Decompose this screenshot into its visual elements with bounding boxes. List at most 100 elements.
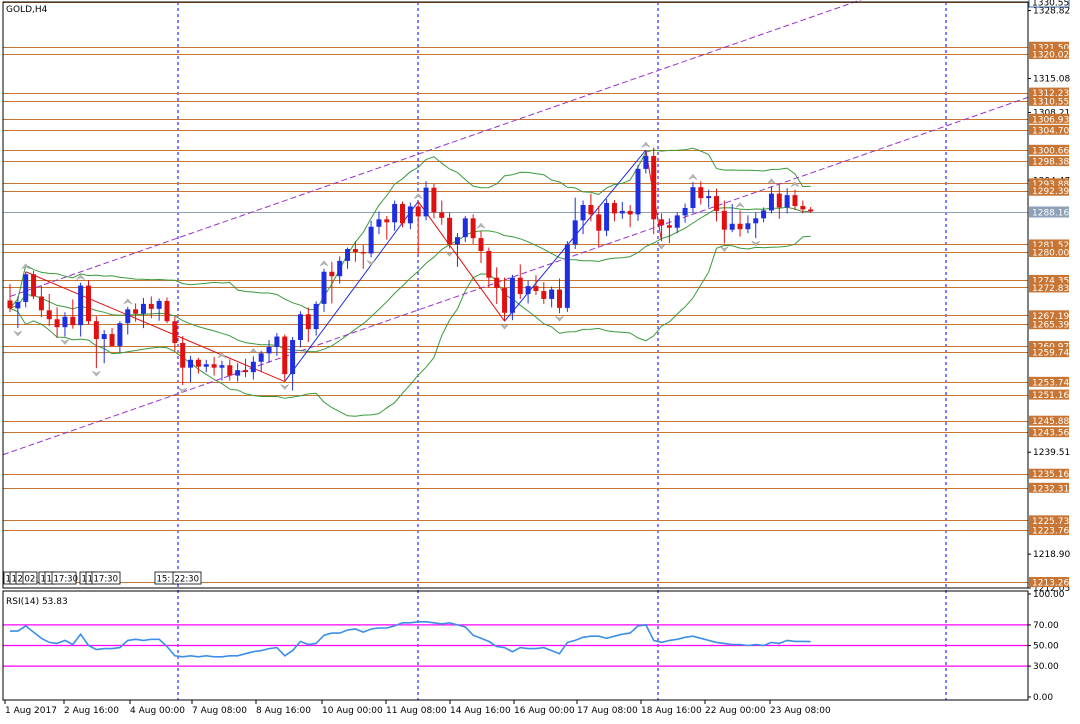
candle-body	[23, 274, 29, 302]
time-markers: 1 1 2 02: 1 1 17:30 1 1 17:30 15: 22:30	[3, 571, 202, 585]
candle	[423, 181, 429, 221]
rsi-tick-label: 0.00	[1033, 693, 1053, 703]
price-tick-label: 1212.05	[1033, 584, 1070, 594]
day-separators	[177, 2, 947, 700]
level-label-box	[1029, 310, 1069, 321]
candle-body	[376, 219, 382, 227]
level-price-label: 1265.39	[1029, 319, 1069, 331]
candle-body	[478, 238, 484, 251]
candle	[486, 247, 492, 288]
level-label-box	[1029, 482, 1069, 493]
candle-body	[117, 323, 123, 346]
candle	[313, 301, 319, 336]
candle	[525, 280, 531, 304]
level-label-text: 1292.39	[1032, 187, 1069, 197]
candle-body	[219, 365, 225, 368]
fractal-up-marker	[76, 274, 85, 280]
candle-body	[211, 364, 217, 368]
level-price-label: 1293.88	[1029, 178, 1069, 190]
candle-body	[423, 187, 429, 217]
candle	[439, 200, 445, 225]
candle	[580, 200, 586, 235]
candle	[250, 356, 256, 380]
candle	[321, 268, 327, 312]
candle-body	[337, 260, 343, 277]
candle-body	[761, 210, 767, 219]
level-label-text: 1235.16	[1032, 470, 1069, 480]
candle	[133, 303, 139, 322]
candle-body	[659, 219, 665, 226]
level-label-box	[1029, 376, 1069, 387]
zigzag-segment	[417, 201, 505, 322]
time-marker-box	[22, 571, 38, 585]
candle	[78, 282, 84, 337]
zigzag-segment	[284, 201, 419, 382]
level-label-text: 1281.52	[1032, 241, 1069, 251]
time-tick-label: 22 Aug 00:00	[705, 706, 766, 716]
candle	[509, 274, 515, 321]
time-marker: 15:	[154, 571, 176, 585]
level-label-text: 1243.56	[1032, 429, 1069, 439]
candle	[768, 186, 774, 214]
candle	[706, 189, 712, 208]
candle-body	[753, 218, 759, 224]
time-marker-text: 02:	[25, 575, 39, 585]
candle-body	[148, 303, 154, 309]
candle-body	[690, 187, 696, 208]
rsi-line	[10, 620, 811, 658]
level-price-label: 1292.39	[1029, 185, 1069, 197]
chart-title: GOLD,H4	[6, 5, 48, 15]
level-price-label: 1274.35	[1029, 274, 1069, 286]
candle-body	[729, 223, 735, 230]
candle-body	[768, 193, 774, 211]
time-marker: 02:	[22, 571, 39, 585]
candle	[800, 200, 806, 214]
level-label-text: 1253.74	[1032, 378, 1069, 388]
candle	[808, 206, 814, 213]
level-label-text: 1300.66	[1032, 146, 1069, 156]
candle	[70, 299, 76, 329]
fractal-up-marker	[414, 193, 423, 199]
fractal-down-marker	[60, 339, 70, 345]
time-marker-text: 1	[41, 575, 46, 585]
price-tick-label: 1308.21	[1033, 108, 1070, 118]
candle	[188, 355, 194, 383]
candle	[329, 261, 335, 304]
rsi-tick-label: 50.00	[1033, 642, 1059, 652]
fractal-up-marker	[641, 141, 651, 148]
rsi-tick-label: 30.00	[1033, 662, 1059, 672]
time-marker-text: 1	[12, 575, 17, 585]
candle-body	[454, 237, 460, 245]
level-price-label: 1300.66	[1029, 144, 1069, 156]
candle-body	[431, 187, 437, 213]
candle-body	[368, 226, 374, 254]
channel-lower-line	[2, 96, 1029, 456]
level-label-text: 1320.02	[1032, 51, 1069, 61]
candle-body	[195, 359, 201, 367]
time-marker-text: 15:	[157, 575, 171, 585]
level-price-label: 1251.16	[1029, 389, 1069, 401]
level-label-box	[1029, 427, 1069, 438]
fractal-up-marker	[217, 352, 227, 358]
candle	[46, 294, 52, 327]
time-tick-label: 2 Aug 16:00	[64, 706, 119, 716]
time-tick-label: 4 Aug 00:00	[130, 706, 185, 716]
candle-body	[525, 286, 531, 295]
candle-body	[156, 300, 162, 309]
time-marker-text: 17:30	[94, 575, 119, 585]
level-price-label: 1306.93	[1029, 113, 1069, 125]
time-axis: 1 Aug 2017 2 Aug 16:00 4 Aug 00:00 7 Aug 08…	[4, 700, 831, 716]
price-tick-label: 1218.90	[1033, 550, 1070, 560]
time-tick-label: 18 Aug 16:00	[641, 706, 702, 716]
candle-body	[808, 209, 814, 212]
level-price-label: 1320.02	[1029, 49, 1069, 61]
price-tick-label: 1328.82	[1033, 7, 1070, 17]
fractal-down-marker	[751, 240, 760, 247]
level-label-text: 1298.38	[1032, 158, 1069, 168]
candle	[682, 203, 688, 223]
level-label-text: 1280.00	[1032, 248, 1069, 258]
candle	[729, 204, 735, 233]
level-price-label: 1259.74	[1029, 347, 1069, 359]
